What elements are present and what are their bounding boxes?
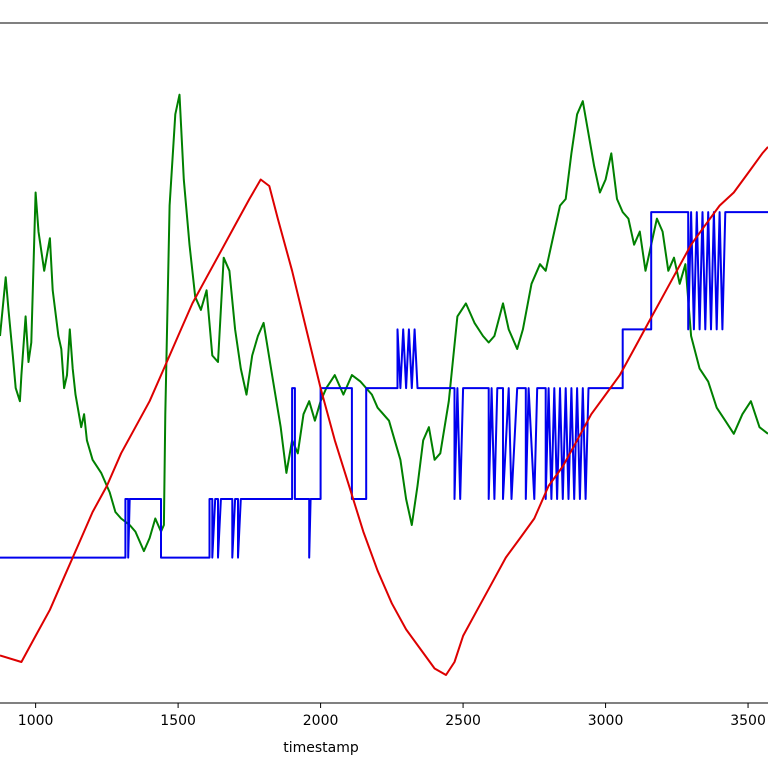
- series-line-1: [0, 93, 768, 553]
- x-tick-label: 3500: [730, 713, 766, 729]
- series-line-2: [0, 211, 768, 559]
- x-tick-label: 2000: [303, 713, 339, 729]
- x-axis-label: timestamp: [283, 740, 359, 756]
- x-tick-label: 1000: [18, 713, 54, 729]
- plot-area: [0, 93, 768, 676]
- x-tick-label: 3000: [588, 713, 624, 729]
- x-tick-label: 1500: [160, 713, 196, 729]
- x-tick-label: 2500: [445, 713, 481, 729]
- series-line-3: [0, 146, 768, 676]
- axes: 1000 1500 2000 2500 3000 3500: [0, 22, 768, 729]
